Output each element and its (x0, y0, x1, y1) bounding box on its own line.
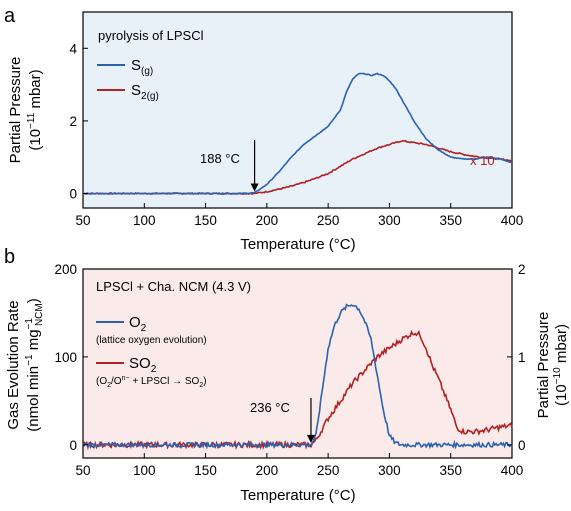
legend-b-label-o2: O2 (129, 314, 147, 334)
a-xtick-label: 400 (501, 213, 524, 228)
legend-b-label-so2: SO2 (129, 355, 157, 375)
a-xtick-label: 150 (194, 213, 217, 228)
a-xtick-label: 350 (439, 213, 462, 228)
x-axis-label-a: Temperature (°C) (240, 236, 355, 253)
a-xtick-label: 200 (256, 213, 279, 228)
y-axis-label-a-line2: (10−11 mbar) (26, 69, 44, 150)
panel-label-b: b (4, 246, 15, 268)
series-s-line (82, 72, 513, 195)
b-ytick-label: 100 (54, 350, 77, 365)
arrow-label-b: 236 °C (250, 400, 290, 415)
panel-label-a: a (4, 5, 16, 27)
arrow-a-head (250, 183, 259, 192)
legend-b-note-so2: (O2/On− + LPSCl → SO2) (96, 375, 207, 389)
b-right-ytick-label: 2 (518, 262, 526, 277)
a-ytick-label: 2 (69, 114, 77, 129)
b-xtick-label: 250 (317, 463, 340, 478)
arrow-b (306, 398, 315, 443)
b-xtick-label: 100 (133, 463, 156, 478)
b-ytick-label: 0 (69, 438, 77, 453)
right-axis-label-b-line2: (10−10 mbar) (552, 324, 570, 406)
chart-b-title: LPSCl + Cha. NCM (4.3 V) (96, 279, 251, 294)
a-xtick-label: 100 (133, 213, 156, 228)
legend-b-note-o2: (lattice oxygen evolution) (96, 335, 207, 346)
b-xtick-label: 400 (501, 463, 524, 478)
chart-b: 50 100 150 200 250 300 350 400 0 100 200 0 1 2 LPSCl … (5, 262, 570, 504)
a-ytick-label: 0 (69, 186, 77, 201)
a-xtick-label: 300 (378, 213, 401, 228)
b-xtick-label: 200 (256, 463, 279, 478)
legend-a-label-s2: S2(g) (131, 82, 159, 102)
series-o2-line (82, 303, 513, 450)
a-xtick-label: 50 (75, 213, 90, 228)
arrow-label-a: 188 °C (200, 151, 240, 166)
plot-area-a (82, 11, 513, 209)
times10-label: x 10 (470, 153, 495, 168)
y-axis-label-a-line1: Partial Pressure (7, 57, 24, 164)
a-xtick-label: 250 (317, 213, 340, 228)
y-axis-label-b-line2: (nmol min−1 mg−1NCM) (24, 298, 45, 431)
b-xtick-label: 350 (439, 463, 462, 478)
legend-a-label-s: S(g) (131, 57, 153, 77)
b-xtick-label: 300 (378, 463, 401, 478)
plot-area-b (82, 268, 513, 459)
b-xtick-label: 50 (75, 463, 90, 478)
arrow-b-head (306, 434, 315, 443)
right-axis-label-b-line1: Partial Pressure (535, 312, 552, 419)
x-axis-label-b: Temperature (°C) (240, 487, 355, 504)
chart-a: 50 100 150 200 250 300 350 400 0 2 4 pyrolysis of … (7, 11, 524, 253)
b-xtick-label: 150 (194, 463, 217, 478)
b-right-ytick-label: 0 (518, 438, 526, 453)
b-ytick-label: 200 (54, 262, 77, 277)
arrow-a (250, 140, 259, 192)
b-right-ytick-label: 1 (518, 350, 526, 365)
chart-a-title: pyrolysis of LPSCl (98, 28, 204, 43)
a-ytick-label: 4 (69, 41, 77, 56)
y-axis-label-b-line1: Gas Evolution Rate (5, 300, 22, 429)
